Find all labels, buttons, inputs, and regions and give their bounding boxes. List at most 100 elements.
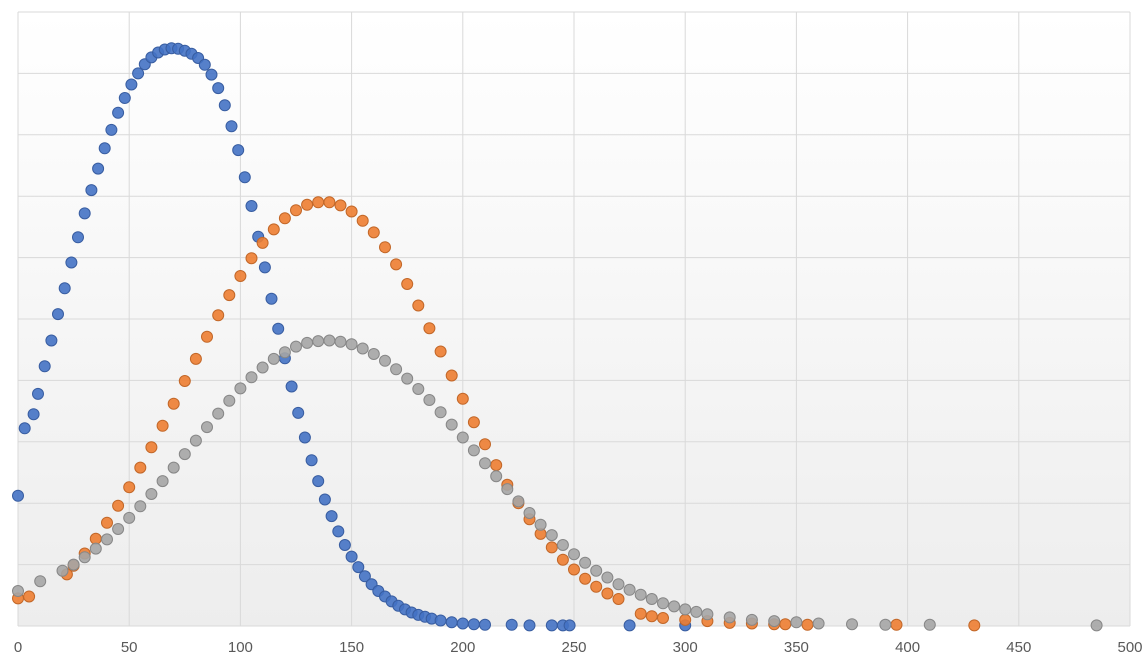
data-point [12,585,24,597]
data-point [189,434,202,447]
data-point [556,539,569,551]
data-point [234,270,247,282]
data-point [218,99,231,112]
data-point [412,383,425,395]
data-point [612,578,625,591]
data-point [601,571,614,584]
data-point [512,495,525,508]
data-point [367,348,380,360]
data-point [434,614,447,627]
data-point [212,309,225,322]
data-point [325,510,338,523]
data-point [379,354,391,367]
data-point [334,199,347,212]
data-point [27,408,40,421]
x-axis-tick-labels: 0 50 100 150 200 250 300 350 400 450 500 [14,639,1143,656]
data-point [412,299,425,312]
data-point [178,448,191,461]
data-point [56,564,69,577]
data-point [290,340,302,353]
data-point [256,361,269,374]
gridlines [17,11,1131,627]
data-point [267,223,280,236]
data-point [178,375,191,387]
data-point [490,459,503,472]
data-point [779,618,792,631]
data-point [267,352,280,365]
data-point [467,416,480,429]
data-point [123,511,136,524]
data-point [923,618,936,631]
data-point [234,382,247,395]
data-point [265,292,278,305]
data-point [479,438,491,451]
data-point [701,608,714,621]
data-point [78,551,91,564]
data-point [245,252,258,265]
data-point [118,92,131,104]
x-tick-label: 450 [1006,639,1031,656]
data-point [223,289,236,302]
x-tick-label: 100 [228,639,253,656]
data-point [98,142,111,155]
data-point [723,611,736,624]
data-point [434,406,447,419]
data-point [445,616,458,629]
data-point [189,352,202,365]
data-point [323,196,336,209]
data-point [92,162,105,175]
data-point [401,372,414,385]
data-point [167,461,180,474]
data-point [318,493,331,506]
data-point [634,607,647,620]
data-point [278,346,291,359]
data-point [501,483,514,496]
data-point [434,345,447,358]
data-point [223,394,236,407]
data-point [58,282,71,295]
data-point [201,421,213,434]
data-point [423,394,436,406]
data-point [645,610,658,623]
data-point [523,619,536,632]
data-point [358,570,371,583]
data-point [590,580,603,593]
data-point [467,444,480,457]
data-points [12,42,1103,632]
data-point [612,593,625,605]
data-point [225,120,238,133]
data-point [52,308,64,321]
data-point [12,489,24,502]
x-tick-label: 0 [14,639,22,656]
data-point [456,431,469,444]
data-point [156,419,169,432]
data-point [72,231,84,244]
data-point [134,461,147,474]
x-tick-label: 300 [673,639,698,656]
data-point [479,457,491,470]
data-point [657,612,669,624]
data-point [298,431,311,444]
data-point [85,184,98,197]
data-point [390,363,403,376]
data-point [23,590,36,603]
data-point [634,588,647,601]
data-point [579,572,592,585]
data-point [790,616,803,629]
data-point [345,205,358,218]
data-point [32,387,44,400]
data-point [278,212,291,225]
data-point [534,518,547,531]
data-point [490,470,503,483]
data-point [334,335,347,348]
data-point [105,123,118,136]
data-point [768,615,781,628]
data-point [167,397,180,410]
data-point [379,241,391,254]
data-point [690,605,703,618]
x-tick-label: 400 [895,639,920,656]
data-point [285,380,298,393]
x-tick-label: 500 [1117,639,1142,656]
data-point [401,278,414,290]
data-point [332,525,345,538]
